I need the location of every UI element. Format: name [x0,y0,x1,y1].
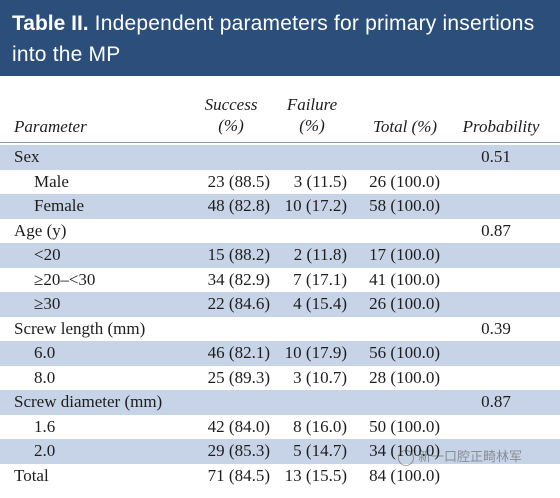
table-row: <20 15 (88.2) 2 (11.8) 17 (100.0) [0,243,560,268]
header-failure-line2: (%) [299,116,325,135]
header-failure-line1: Failure [286,95,338,114]
table-row: ≥30 22 (84.6) 4 (15.4) 26 (100.0) [0,292,560,317]
table-caption: Independent parameters for primary inser… [12,12,535,66]
row-label: Female [34,196,85,215]
cell-success: 34 (82.9) [207,269,270,289]
row-label: Sex [14,147,40,166]
cell-total: 84 (100.0) [369,465,440,485]
cell-total: 28 (100.0) [369,367,440,387]
cell-failure: 2 (11.8) [293,245,347,264]
watermark-text: 新一口腔正畸林军 [418,450,523,465]
row-label: 1.6 [34,416,56,436]
row-label: 6.0 [34,343,56,362]
cell-failure: 3 (10.7) [293,367,347,387]
row-label: Screw diameter (mm) [14,392,163,411]
table-row: Total 71 (84.5) 13 (15.5) 84 (100.0) [0,464,560,489]
cell-total: 17 (100.0) [369,245,440,264]
column-headers: Parameter Success (%) Failure (%) Total … [0,92,560,144]
row-label: Total [14,465,49,485]
cell-success: 29 (85.3) [207,441,270,460]
cell-success: 23 (88.5) [207,171,270,191]
row-label: Male [34,171,69,191]
header-success: Success (%) [196,94,266,136]
watermark: 新一口腔正畸林军 [398,447,558,469]
cell-success: 25 (89.3) [207,367,270,387]
cell-failure: 7 (17.1) [293,269,347,289]
table-row: Screw diameter (mm) 0.87 [0,390,560,415]
cell-failure: 13 (15.5) [284,465,347,485]
cell-success: 46 (82.1) [207,343,270,362]
table-row: 6.0 46 (82.1) 10 (17.9) 56 (100.0) [0,341,560,366]
cell-failure: 3 (11.5) [293,171,347,191]
table-number: Table II. [12,12,89,35]
table-row: Age (y) 0.87 [0,219,560,244]
cell-total: 50 (100.0) [369,416,440,436]
table-body: Sex 0.51 Male 23 (88.5) 3 (11.5) 26 (100.0) Fe… [0,145,560,488]
table-row: Male 23 (88.5) 3 (11.5) 26 (100.0) [0,170,560,195]
cell-success: 22 (84.6) [207,294,270,313]
header-failure: Failure (%) [277,94,347,136]
row-label: ≥30 [34,294,61,313]
wechat-icon [398,449,414,466]
table-row: 8.0 25 (89.3) 3 (10.7) 28 (100.0) [0,366,560,391]
cell-total: 58 (100.0) [369,196,440,215]
cell-probability: 0.87 [481,220,511,240]
table-row: Screw length (mm) 0.39 [0,317,560,342]
row-label: 8.0 [34,367,56,387]
cell-failure: 4 (15.4) [293,294,347,313]
cell-total: 41 (100.0) [369,269,440,289]
header-success-line1: Success [204,95,258,114]
cell-success: 48 (82.8) [207,196,270,215]
table-row: Sex 0.51 [0,145,560,170]
cell-failure: 5 (14.7) [293,441,347,460]
row-label: Screw length (mm) [14,318,146,338]
cell-probability: 0.39 [481,318,511,338]
row-label: ≥20–<30 [34,269,96,289]
cell-total: 26 (100.0) [369,171,440,191]
header-total: Total (%) [372,117,438,136]
table-title: Table II. Independent parameters for pri… [0,0,560,76]
row-label: Age (y) [14,220,67,240]
header-probability: Probability [462,117,540,136]
header-success-line2: (%) [218,116,244,135]
row-label: 2.0 [34,441,56,460]
table-row: 2.0 29 (85.3) 5 (14.7) 34 (100.0) [0,439,560,464]
cell-total: 56 (100.0) [369,343,440,362]
row-label: <20 [34,245,61,264]
table-row: 1.6 42 (84.0) 8 (16.0) 50 (100.0) [0,415,560,440]
cell-success: 71 (84.5) [207,465,270,485]
cell-total: 26 (100.0) [369,294,440,313]
cell-failure: 8 (16.0) [293,416,347,436]
cell-failure: 10 (17.2) [284,196,347,215]
table-row: ≥20–<30 34 (82.9) 7 (17.1) 41 (100.0) [0,268,560,293]
cell-success: 15 (88.2) [207,245,270,264]
cell-probability: 0.87 [481,392,511,411]
header-divider [0,142,560,143]
cell-probability: 0.51 [481,147,511,166]
header-parameter: Parameter [14,117,87,136]
cell-failure: 10 (17.9) [284,343,347,362]
cell-success: 42 (84.0) [207,416,270,436]
table-row: Female 48 (82.8) 10 (17.2) 58 (100.0) [0,194,560,219]
